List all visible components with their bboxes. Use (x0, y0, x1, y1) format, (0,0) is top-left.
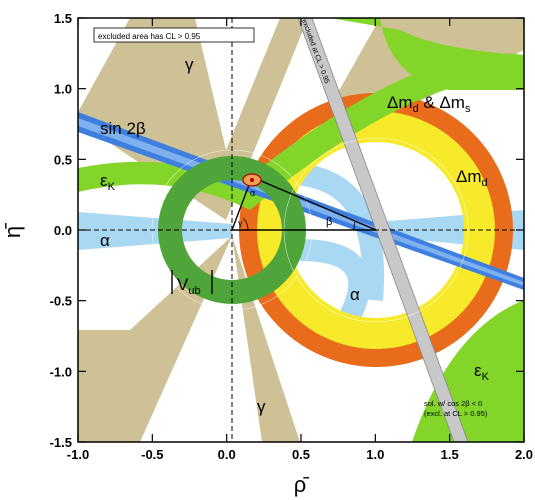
epsk-label-right: εK (474, 361, 490, 383)
x-tick-label: 0.0 (218, 447, 236, 462)
y-tick-label: 1.5 (54, 11, 72, 26)
y-axis-ticks: -1.5 -1.0 -0.5 0.0 0.5 1.0 1.5 (50, 11, 524, 450)
x-axis-ticks: -1.0 -0.5 0.0 0.5 1.0 1.5 2.0 (67, 18, 533, 462)
svg-text:Vub: Vub (177, 275, 201, 297)
unitarity-triangle: α γ β (230, 173, 377, 231)
x-tick-label: 1.0 (366, 447, 384, 462)
solution-note-line2: (excl. at CL > 0.95) (424, 409, 488, 418)
epsk-band-lower (412, 300, 524, 442)
alpha-arc-lower (299, 239, 371, 326)
triangle-beta-label: β (326, 216, 332, 228)
epsk-label-left: εK (100, 171, 116, 193)
x-axis-label: ρ̄ (294, 472, 310, 497)
sin2beta-band-inner (78, 118, 524, 286)
epsk-band-top (330, 18, 524, 90)
x-tick-label: -0.5 (141, 447, 163, 462)
y-tick-label: 0.5 (54, 152, 72, 167)
gamma-region-lower (78, 236, 232, 442)
alpha-label-right: α (350, 285, 360, 304)
y-tick-label: 0.0 (54, 223, 72, 238)
x-tick-label: 2.0 (515, 447, 533, 462)
dmd-label: Δmd (456, 167, 488, 189)
alpha-band-left (78, 212, 232, 250)
y-tick-label: 1.0 (54, 82, 72, 97)
vub-label: Vub (171, 270, 213, 297)
gamma-region-upper (78, 18, 308, 220)
alpha-label-left: α (100, 231, 110, 250)
y-tick-label: -1.0 (50, 364, 72, 379)
gamma-label-top: γ (185, 55, 194, 74)
y-tick-label: -1.5 (50, 435, 72, 450)
y-tick-label: -0.5 (50, 294, 72, 309)
solution-note-line1: sol. w/ cos 2β < 0 (424, 399, 482, 408)
sin2beta-label: sin 2β (100, 119, 146, 138)
x-tick-label: 1.5 (441, 447, 459, 462)
x-tick-label: 0.5 (292, 447, 310, 462)
triangle-gamma-label: γ (238, 218, 243, 228)
y-axis-label: η̄ (0, 223, 25, 238)
gamma-label-bottom: γ (257, 397, 266, 416)
dm-label: Δmd & Δms (387, 93, 471, 115)
triangle-alpha-label: α (250, 188, 255, 198)
excluded-note: excluded area has CL > 0.95 (93, 27, 255, 43)
excluded-note-text: excluded area has CL > 0.95 (98, 32, 201, 41)
x-tick-label: -1.0 (67, 447, 89, 462)
